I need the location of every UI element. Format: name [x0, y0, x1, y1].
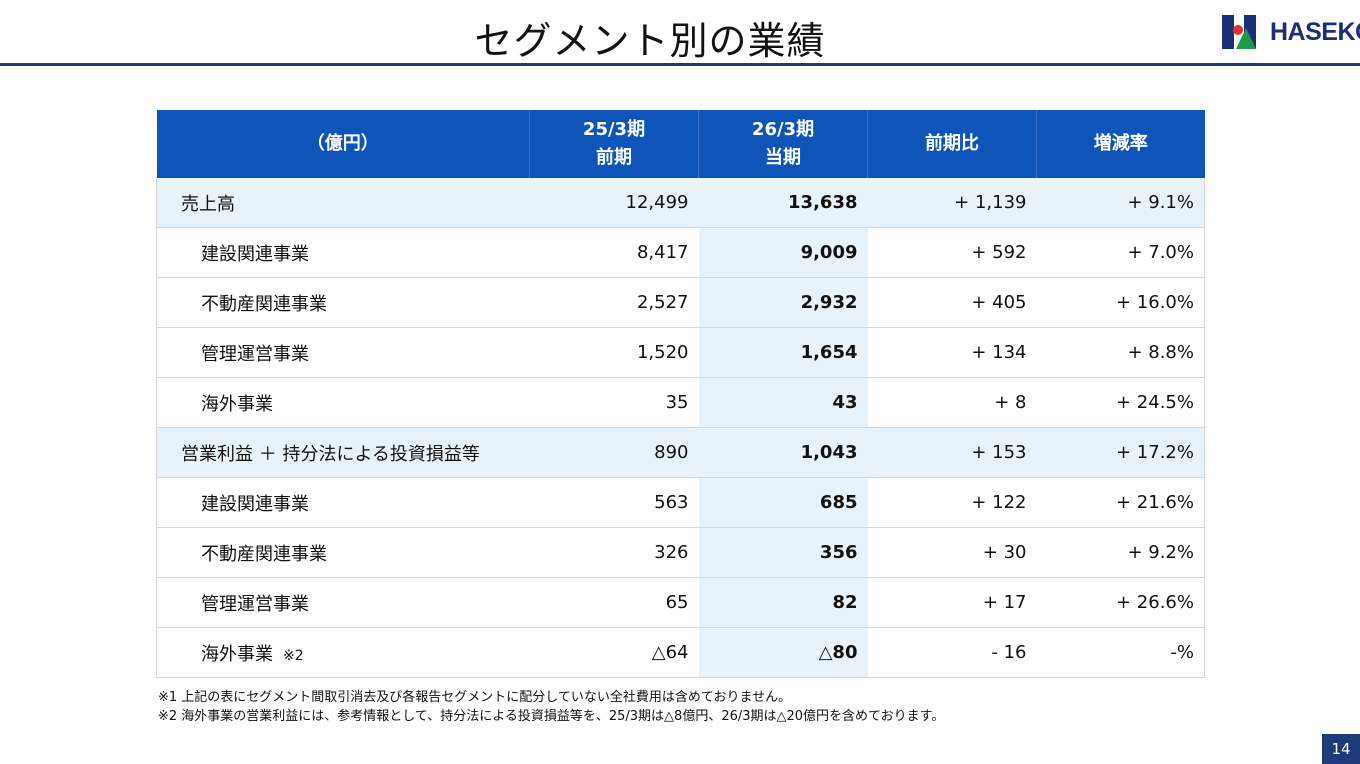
header-diff: 前期比 [867, 110, 1037, 178]
cell-prev: 890 [529, 427, 699, 478]
row-label: 管理運営事業 [156, 327, 530, 378]
cell-cur: 82 [698, 577, 868, 628]
header-unit: （億円） [156, 110, 530, 178]
title-divider [0, 63, 1360, 66]
footnote-1: ※1 上記の表にセグメント間取引消去及び各報告セグメントに配分していない全社費用… [158, 690, 792, 705]
row-label: 海外事業 [201, 643, 273, 665]
row-label: 不動産関連事業 [156, 277, 530, 328]
cell-diff: + 1,139 [867, 178, 1037, 228]
haseko-logo: HASEKO [1222, 14, 1360, 50]
cell-rate: + 26.6% [1036, 577, 1205, 628]
cell-rate: + 9.2% [1036, 527, 1205, 578]
table-row: 管理運営事業 65 82 + 17 + 26.6% [156, 577, 1205, 628]
cell-diff: - 16 [867, 627, 1037, 678]
header-prev-period-label: 前期 [596, 147, 632, 168]
cell-prev: 35 [529, 377, 699, 428]
cell-prev: 2,527 [529, 277, 699, 328]
cell-rate: + 7.0% [1036, 227, 1205, 278]
cell-diff: + 8 [867, 377, 1037, 428]
cell-prev: 1,520 [529, 327, 699, 378]
table-row: 管理運営事業 1,520 1,654 + 134 + 8.8% [156, 327, 1205, 378]
table-row: 海外事業 35 43 + 8 + 24.5% [156, 377, 1205, 428]
table-row: 不動産関連事業 2,527 2,932 + 405 + 16.0% [156, 277, 1205, 328]
cell-cur: 2,932 [698, 277, 868, 328]
cell-prev: 326 [529, 527, 699, 578]
cell-cur: 43 [698, 377, 868, 428]
cell-diff: + 592 [867, 227, 1037, 278]
table-row: 海外事業 ※2 △64 △80 - 16 -% [156, 627, 1205, 678]
row-label: 不動産関連事業 [156, 527, 530, 578]
row-label: 建設関連事業 [156, 477, 530, 528]
cell-cur: 13,638 [698, 178, 868, 228]
header-prev-period-year: 25/3期 [582, 119, 646, 140]
page-title: セグメント別の業績 [474, 19, 826, 63]
header-prev-period: 25/3期 前期 [529, 110, 699, 178]
table-row-net-sales: 売上高 12,499 13,638 + 1,139 + 9.1% [156, 178, 1205, 228]
cell-cur: 685 [698, 477, 868, 528]
cell-cur: 356 [698, 527, 868, 578]
cell-prev: 8,417 [529, 227, 699, 278]
cell-rate: + 16.0% [1036, 277, 1205, 328]
logo-text: HASEKO [1270, 17, 1360, 46]
table-row-operating-income: 営業利益 ＋ 持分法による投資損益等 890 1,043 + 153 + 17.… [156, 427, 1205, 478]
segment-results-table: （億円） 25/3期 前期 26/3期 当期 前期比 増減率 売上高 12,49… [156, 110, 1205, 678]
table-row: 建設関連事業 563 685 + 122 + 21.6% [156, 477, 1205, 528]
cell-cur: 9,009 [698, 227, 868, 278]
footnote-marker: ※2 [283, 647, 304, 664]
table-row: 不動産関連事業 326 356 + 30 + 9.2% [156, 527, 1205, 578]
table-row: 建設関連事業 8,417 9,009 + 592 + 7.0% [156, 227, 1205, 278]
cell-rate: + 17.2% [1036, 427, 1205, 478]
cell-diff: + 30 [867, 527, 1037, 578]
cell-cur: 1,043 [698, 427, 868, 478]
cell-diff: + 405 [867, 277, 1037, 328]
row-label: 建設関連事業 [156, 227, 530, 278]
cell-rate: -% [1036, 627, 1205, 678]
footnotes: ※1 上記の表にセグメント間取引消去及び各報告セグメントに配分していない全社費用… [158, 688, 944, 726]
cell-diff: + 122 [867, 477, 1037, 528]
cell-diff: + 153 [867, 427, 1037, 478]
cell-diff: + 17 [867, 577, 1037, 628]
cell-rate: + 9.1% [1036, 178, 1205, 228]
header-cur-period-label: 当期 [765, 147, 801, 168]
header-rate: 増減率 [1036, 110, 1205, 178]
cell-rate: + 24.5% [1036, 377, 1205, 428]
cell-cur: △80 [698, 627, 868, 678]
cell-cur: 1,654 [698, 327, 868, 378]
table-header-row: （億円） 25/3期 前期 26/3期 当期 前期比 増減率 [156, 110, 1205, 178]
haseko-logo-mark-icon [1222, 15, 1266, 49]
row-label: 売上高 [156, 178, 530, 228]
page-number: 14 [1322, 734, 1360, 764]
cell-rate: + 21.6% [1036, 477, 1205, 528]
footnote-2: ※2 海外事業の営業利益には、参考情報として、持分法による投資損益等を、25/3… [158, 709, 945, 724]
row-label: 管理運営事業 [156, 577, 530, 628]
cell-prev: 563 [529, 477, 699, 528]
cell-diff: + 134 [867, 327, 1037, 378]
cell-prev: △64 [529, 627, 699, 678]
header-cur-period: 26/3期 当期 [698, 110, 868, 178]
cell-prev: 12,499 [529, 178, 699, 228]
row-label: 海外事業 [156, 377, 530, 428]
row-label-cell: 海外事業 ※2 [156, 627, 530, 678]
row-label: 営業利益 ＋ 持分法による投資損益等 [156, 427, 530, 478]
header-cur-period-year: 26/3期 [751, 119, 815, 140]
cell-prev: 65 [529, 577, 699, 628]
cell-rate: + 8.8% [1036, 327, 1205, 378]
